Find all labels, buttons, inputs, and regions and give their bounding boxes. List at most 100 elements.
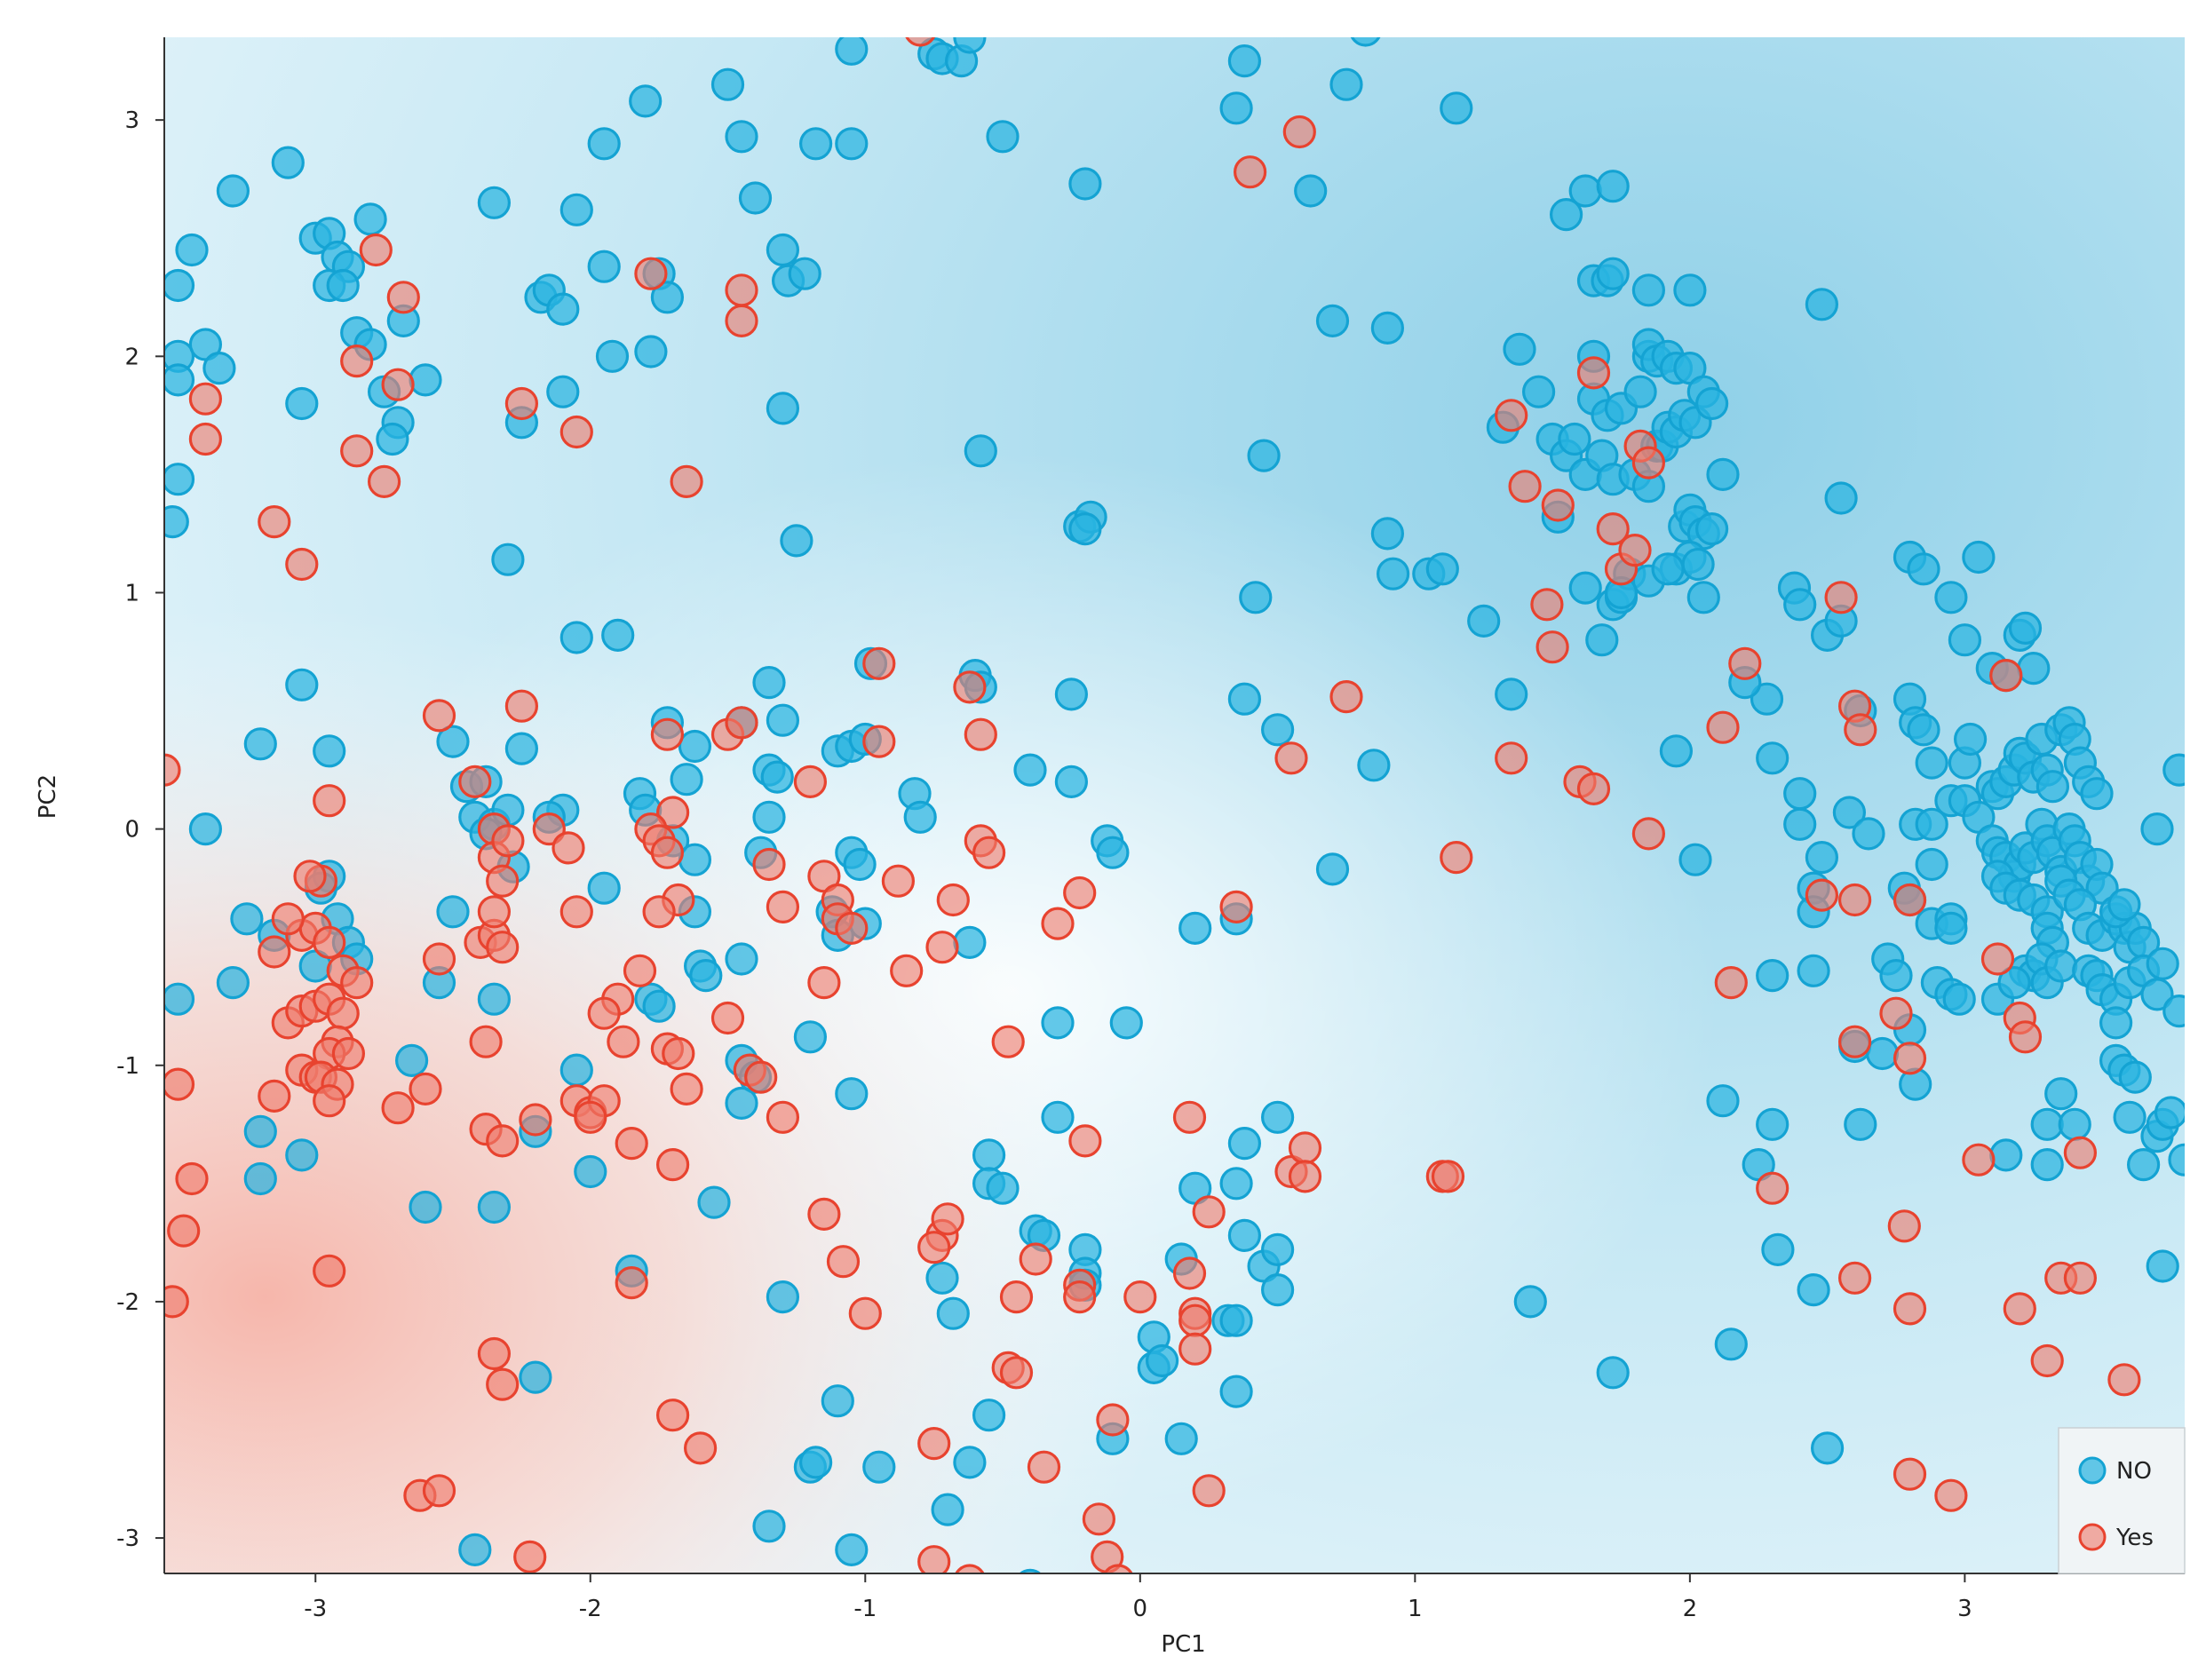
- point-yes-201: [2030, 1343, 2064, 1378]
- point-no-313: [1942, 982, 1976, 1016]
- point-no-28: [546, 292, 580, 326]
- point-yes-167: [1535, 630, 1569, 664]
- point-no-32: [587, 127, 621, 161]
- point-yes-10: [504, 386, 539, 421]
- point-yes-176: [1631, 446, 1666, 479]
- point-no-86: [230, 902, 264, 936]
- point-yes-191: [1887, 1209, 1921, 1243]
- point-no-301: [1879, 958, 1913, 993]
- point-yes-16: [905, 37, 935, 47]
- point-yes-91: [655, 1399, 690, 1432]
- series-yes: [164, 37, 2141, 1573]
- y-tick-label: -3: [116, 1525, 139, 1552]
- point-yes-12: [634, 257, 668, 290]
- point-no-320: [1907, 552, 1940, 586]
- point-yes-182: [1805, 878, 1838, 912]
- point-no-42: [766, 233, 800, 267]
- point-yes-88: [615, 1126, 648, 1161]
- point-no-260: [1568, 571, 1602, 605]
- point-no-255: [1706, 457, 1740, 492]
- point-yes-177: [1631, 817, 1666, 851]
- point-yes-97: [422, 1474, 456, 1508]
- point-yes-152: [1192, 1195, 1226, 1229]
- point-no-188: [458, 1533, 492, 1567]
- point-no-183: [972, 1399, 1006, 1432]
- point-yes-86: [662, 1036, 695, 1071]
- point-yes-155: [1274, 741, 1308, 775]
- point-no-318: [1915, 746, 1948, 780]
- point-no-331: [1915, 847, 1948, 882]
- point-yes-72: [313, 1254, 346, 1288]
- point-yes-75: [655, 796, 690, 829]
- point-no-117: [409, 1190, 442, 1224]
- point-no-2: [216, 174, 250, 208]
- point-yes-174: [1618, 533, 1652, 567]
- point-yes-104: [752, 847, 786, 882]
- point-yes-170: [1576, 772, 1611, 806]
- point-yes-89: [655, 1147, 690, 1182]
- point-yes-140: [1082, 1502, 1116, 1536]
- point-yes-18: [1282, 115, 1316, 149]
- point-yes-69: [175, 1161, 209, 1196]
- point-no-346: [2035, 770, 2069, 804]
- point-no-177: [821, 1384, 854, 1418]
- point-no-283: [1750, 682, 1784, 716]
- point-no-141: [725, 1086, 758, 1121]
- point-no-416: [2030, 1107, 2064, 1141]
- point-no-65: [1440, 91, 1473, 125]
- point-no-191: [1178, 911, 1212, 946]
- point-yes-17: [1233, 155, 1267, 189]
- point-yes-34: [469, 1025, 503, 1058]
- x-tick-label: 0: [1133, 1596, 1148, 1622]
- point-yes-192: [1893, 1292, 1927, 1326]
- point-yes-149: [1178, 1304, 1212, 1337]
- point-no-18: [409, 363, 442, 397]
- point-no-189: [809, 1605, 839, 1636]
- point-yes-9: [285, 547, 319, 582]
- point-no-23: [164, 463, 195, 496]
- point-yes-84: [607, 1025, 640, 1058]
- point-yes-119: [925, 931, 959, 964]
- point-yes-66: [271, 902, 305, 936]
- point-no-166: [1109, 1006, 1143, 1040]
- y-tick-label: 1: [124, 580, 139, 606]
- point-no-413: [2162, 995, 2185, 1028]
- point-no-266: [1651, 552, 1685, 586]
- point-no-106: [436, 895, 470, 929]
- point-no-1: [164, 268, 195, 303]
- point-no-131: [689, 958, 723, 993]
- point-yes-122: [964, 717, 997, 751]
- point-yes-20: [458, 765, 492, 799]
- point-no-6: [202, 352, 236, 385]
- y-tick-label: 3: [124, 107, 139, 134]
- point-no-412: [2146, 1249, 2179, 1283]
- point-yes-121: [953, 670, 987, 704]
- point-yes-44: [164, 753, 181, 787]
- point-no-48: [766, 392, 800, 425]
- point-no-80: [601, 618, 635, 653]
- point-no-136: [752, 800, 786, 834]
- point-no-3: [271, 146, 305, 179]
- point-no-314: [1934, 911, 1968, 946]
- point-yes-94: [486, 1367, 520, 1401]
- point-no-254: [1694, 511, 1729, 546]
- point-no-181: [925, 1261, 959, 1295]
- point-no-81: [285, 668, 319, 701]
- point-yes-187: [1838, 1025, 1872, 1058]
- point-no-135: [760, 760, 794, 794]
- point-no-144: [793, 1020, 828, 1054]
- point-no-195: [1145, 1343, 1179, 1378]
- legend-marker-no: [2078, 1456, 2107, 1485]
- point-no-103: [504, 732, 539, 765]
- y-tick-label: -1: [116, 1053, 139, 1080]
- point-no-271: [1678, 843, 1712, 876]
- point-no-414: [2162, 753, 2185, 787]
- point-no-299: [1852, 817, 1885, 851]
- point-yes-137: [931, 1202, 964, 1236]
- point-no-285: [1783, 588, 1817, 622]
- point-yes-93: [477, 1336, 512, 1371]
- point-yes-185: [1844, 713, 1877, 747]
- point-no-29: [559, 193, 593, 226]
- point-no-275: [1706, 1084, 1740, 1118]
